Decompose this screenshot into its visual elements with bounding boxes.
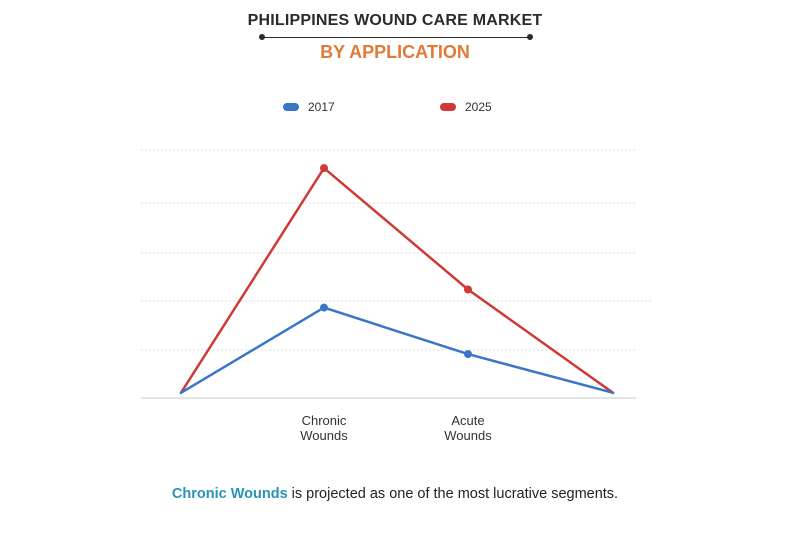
series-line-2017 [179, 306, 615, 395]
series-layer [179, 164, 615, 395]
chart-subtitle: BY APPLICATION [320, 42, 470, 62]
legend-swatch-2025 [440, 103, 456, 111]
data-point-2017 [464, 350, 472, 359]
gridlines [141, 149, 651, 399]
divider-left-dot [259, 34, 265, 40]
legend-swatch-2017 [283, 103, 299, 111]
chart-title: PHILIPPINES WOUND CARE MARKET [247, 12, 543, 29]
series-line-2025 [179, 166, 615, 395]
footer-highlight: Chronic Wounds [171, 486, 288, 502]
legend: 2017 2025 [283, 100, 492, 114]
x-tick-label: Acute Wounds [444, 413, 492, 443]
x-tick-label: Chronic Wounds [300, 413, 348, 443]
line-chart: 2017 2025 Chronic Wounds Acute Wounds [141, 100, 651, 443]
title-divider [262, 37, 530, 38]
legend-label-2025: 2025 [465, 100, 492, 114]
x-axis-ticks: Chronic Wounds Acute Wounds [300, 413, 492, 443]
footer-caption: Chronic Wounds is projected as one of th… [0, 486, 790, 502]
data-point-2017 [320, 303, 328, 312]
data-point-2025 [464, 285, 472, 294]
legend-label-2017: 2017 [308, 100, 335, 114]
footer-text: is projected as one of the most lucrativ… [287, 486, 619, 502]
data-point-2025 [320, 164, 328, 173]
divider-right-dot [527, 34, 533, 40]
